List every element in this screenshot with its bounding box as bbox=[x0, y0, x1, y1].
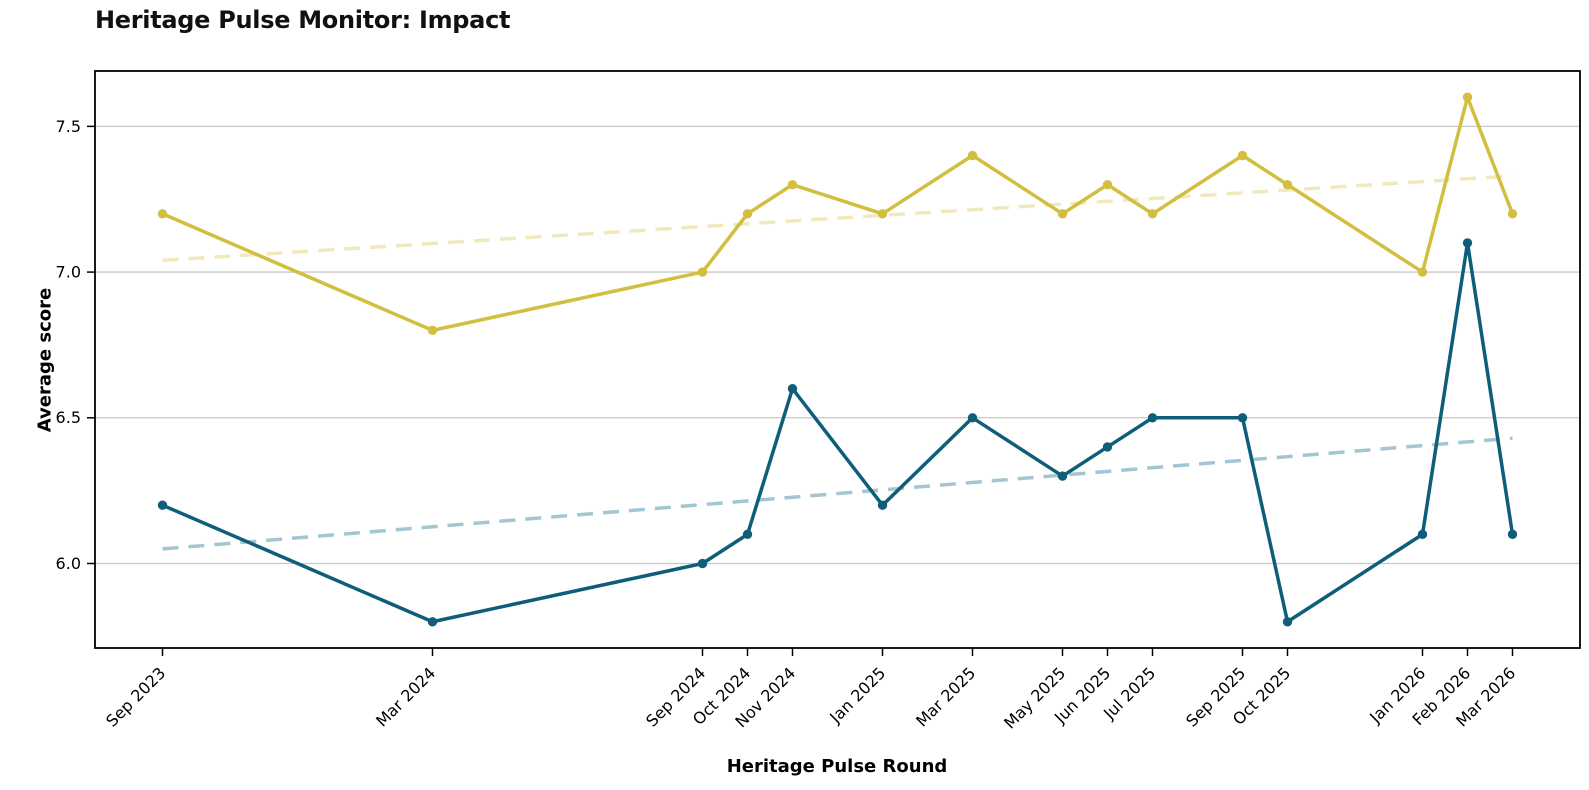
teal-series-marker bbox=[967, 413, 978, 423]
x-tick-label: Jan 2025 bbox=[825, 663, 889, 727]
chart-title: Heritage Pulse Monitor: Impact bbox=[95, 6, 511, 34]
gold-series-marker bbox=[427, 325, 438, 336]
gold-series-marker bbox=[697, 267, 708, 277]
gold-series-marker bbox=[1147, 209, 1158, 219]
gold-series-marker bbox=[1417, 267, 1428, 277]
teal-series-marker bbox=[1237, 413, 1248, 423]
gold-series-marker bbox=[1102, 179, 1113, 190]
gold-series-marker bbox=[1057, 209, 1068, 219]
plot-frame bbox=[94, 70, 1581, 649]
gold-series-marker bbox=[1507, 209, 1518, 219]
y-tick-label: 7.5 bbox=[56, 117, 81, 136]
x-tick-label: Mar 2024 bbox=[372, 663, 439, 730]
teal-series-marker bbox=[697, 558, 708, 569]
gold-series-marker bbox=[1282, 179, 1293, 190]
y-tick-label: 6.5 bbox=[56, 408, 81, 427]
gold-series-marker bbox=[742, 209, 753, 219]
gold-series-line bbox=[160, 95, 1515, 333]
gold-series-marker bbox=[877, 209, 888, 219]
teal-series-marker bbox=[1102, 442, 1113, 452]
teal-series-marker bbox=[877, 500, 888, 510]
teal-series-marker bbox=[1282, 617, 1293, 627]
x-tick-label: Sep 2023 bbox=[102, 663, 169, 730]
x-tick-label: Mar 2025 bbox=[912, 663, 979, 730]
gold-series-marker bbox=[1237, 150, 1248, 161]
teal-series-marker bbox=[1057, 471, 1068, 481]
gold-trend-line bbox=[162, 174, 1513, 263]
gold-series-marker bbox=[1462, 92, 1473, 102]
gold-series-marker bbox=[787, 179, 798, 190]
teal-series-marker bbox=[157, 500, 168, 510]
teal-trend-line bbox=[162, 436, 1513, 551]
teal-series-marker bbox=[427, 617, 438, 627]
y-tick-label: 6.0 bbox=[56, 554, 81, 573]
gold-series-marker bbox=[967, 150, 978, 161]
gold-series-marker bbox=[157, 209, 168, 219]
teal-series-marker bbox=[1507, 529, 1518, 540]
teal-series-marker bbox=[1417, 529, 1428, 540]
y-tick-label: 7.0 bbox=[56, 263, 81, 282]
teal-series-marker bbox=[1462, 238, 1473, 248]
teal-series-marker bbox=[742, 529, 753, 540]
teal-series-marker bbox=[787, 383, 798, 394]
x-axis-label: Heritage Pulse Round bbox=[726, 756, 948, 777]
teal-series-marker bbox=[1147, 413, 1158, 423]
